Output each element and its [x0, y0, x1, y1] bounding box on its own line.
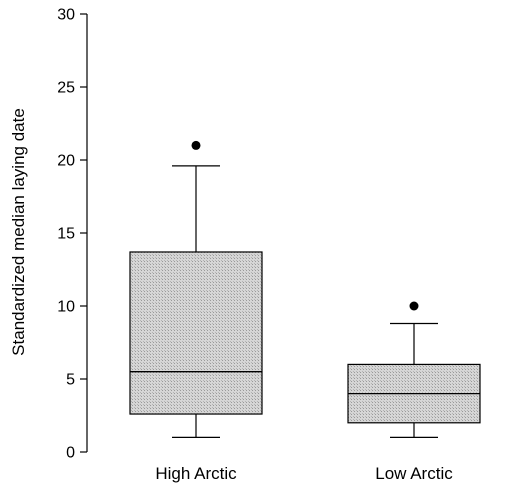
box-series [129, 140, 481, 438]
box-high-arctic [129, 140, 263, 438]
y-tick-label: 20 [57, 153, 75, 170]
x-axis-category-labels: High Arctic Low Arctic [155, 464, 453, 483]
interquartile-box [129, 251, 263, 415]
x-category-label-low-arctic: Low Arctic [375, 464, 453, 483]
outlier-point [191, 140, 201, 150]
box-low-arctic [347, 301, 481, 438]
y-tick-label: 30 [57, 7, 75, 24]
y-tick-label: 0 [66, 445, 75, 462]
y-tick-label: 15 [57, 226, 75, 243]
outlier-point [409, 301, 419, 311]
y-tick-label: 10 [57, 299, 75, 316]
x-category-label-high-arctic: High Arctic [155, 464, 237, 483]
y-tick-label: 5 [66, 372, 75, 389]
y-tick-label: 25 [57, 80, 75, 97]
y-axis-ticks: 0 5 10 15 20 25 30 [57, 7, 87, 462]
y-axis-title: Standardized median laying date [9, 108, 28, 356]
